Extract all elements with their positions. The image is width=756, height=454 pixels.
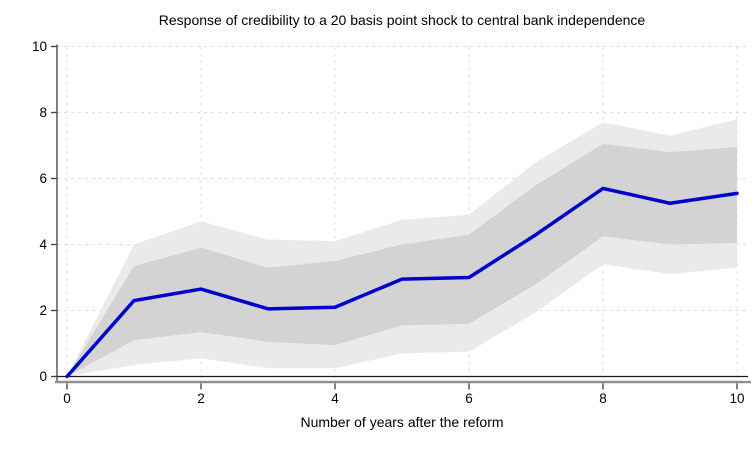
x-tick-label: 4 — [331, 391, 339, 406]
inner-confidence-band — [67, 143, 737, 377]
y-tick-label: 4 — [39, 237, 47, 252]
x-tick-label: 6 — [465, 391, 473, 406]
response-line — [65, 186, 739, 379]
x-tick-label: 10 — [729, 391, 744, 406]
y-tick-label: 2 — [39, 303, 47, 318]
chart-title: Response of credibility to a 20 basis po… — [159, 12, 646, 28]
ticks-layer — [51, 45, 738, 390]
response-line-layer — [65, 186, 739, 379]
confidence-bands-layer — [67, 119, 737, 377]
y-tick-label: 10 — [32, 39, 47, 54]
y-tick-label: 0 — [39, 369, 47, 384]
axes-layer — [55, 44, 751, 384]
x-tick-label: 8 — [599, 391, 607, 406]
x-axis-label: Number of years after the reform — [300, 414, 503, 430]
x-tick-label: 2 — [197, 391, 205, 406]
y-tick-label: 8 — [39, 105, 47, 120]
tick-labels-layer: 0 2 4 6 8 10 0 2 4 6 8 10 — [32, 39, 745, 406]
x-tick-label: 0 — [63, 391, 71, 406]
y-tick-label: 6 — [39, 171, 47, 186]
